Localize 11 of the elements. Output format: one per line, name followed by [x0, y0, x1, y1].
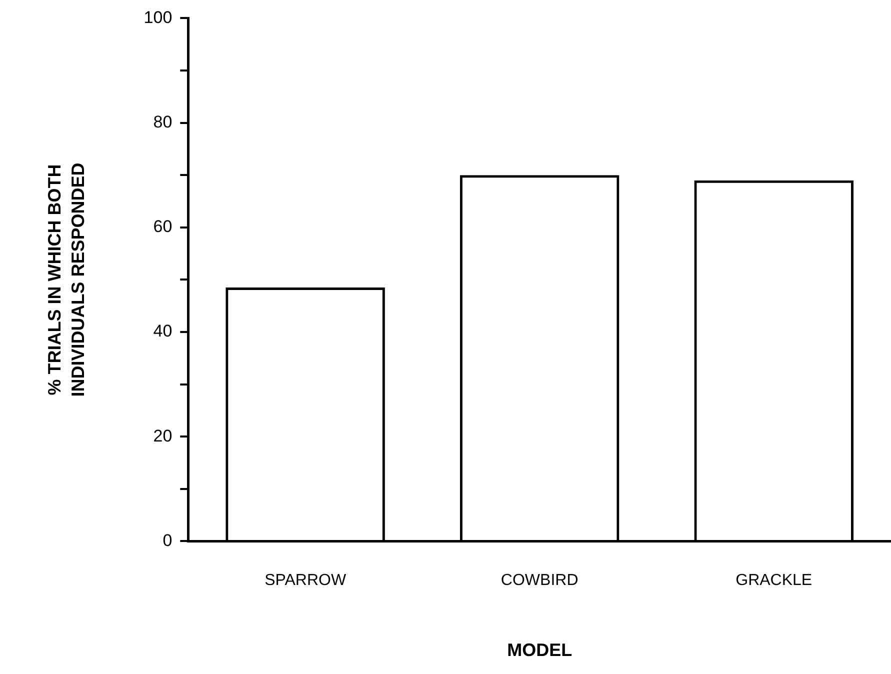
y-tick-label: 20	[153, 426, 172, 446]
x-tick-label: SPARROW	[264, 572, 347, 590]
y-tick-label: 40	[153, 322, 172, 341]
y-axis-title: % TRIALS IN WHICH BOTH INDIVIDUALS RESPONDED	[44, 162, 88, 397]
y-tick-label: 80	[153, 112, 172, 132]
x-tick-label: COWBIRD	[500, 572, 578, 590]
x-axis-title: MODEL	[507, 640, 572, 660]
y-tick-label: 60	[153, 217, 172, 236]
y-tick-label: 0	[162, 530, 172, 550]
x-tick-label: GRACKLE	[736, 572, 812, 590]
y-tick-label: 100	[144, 8, 172, 27]
